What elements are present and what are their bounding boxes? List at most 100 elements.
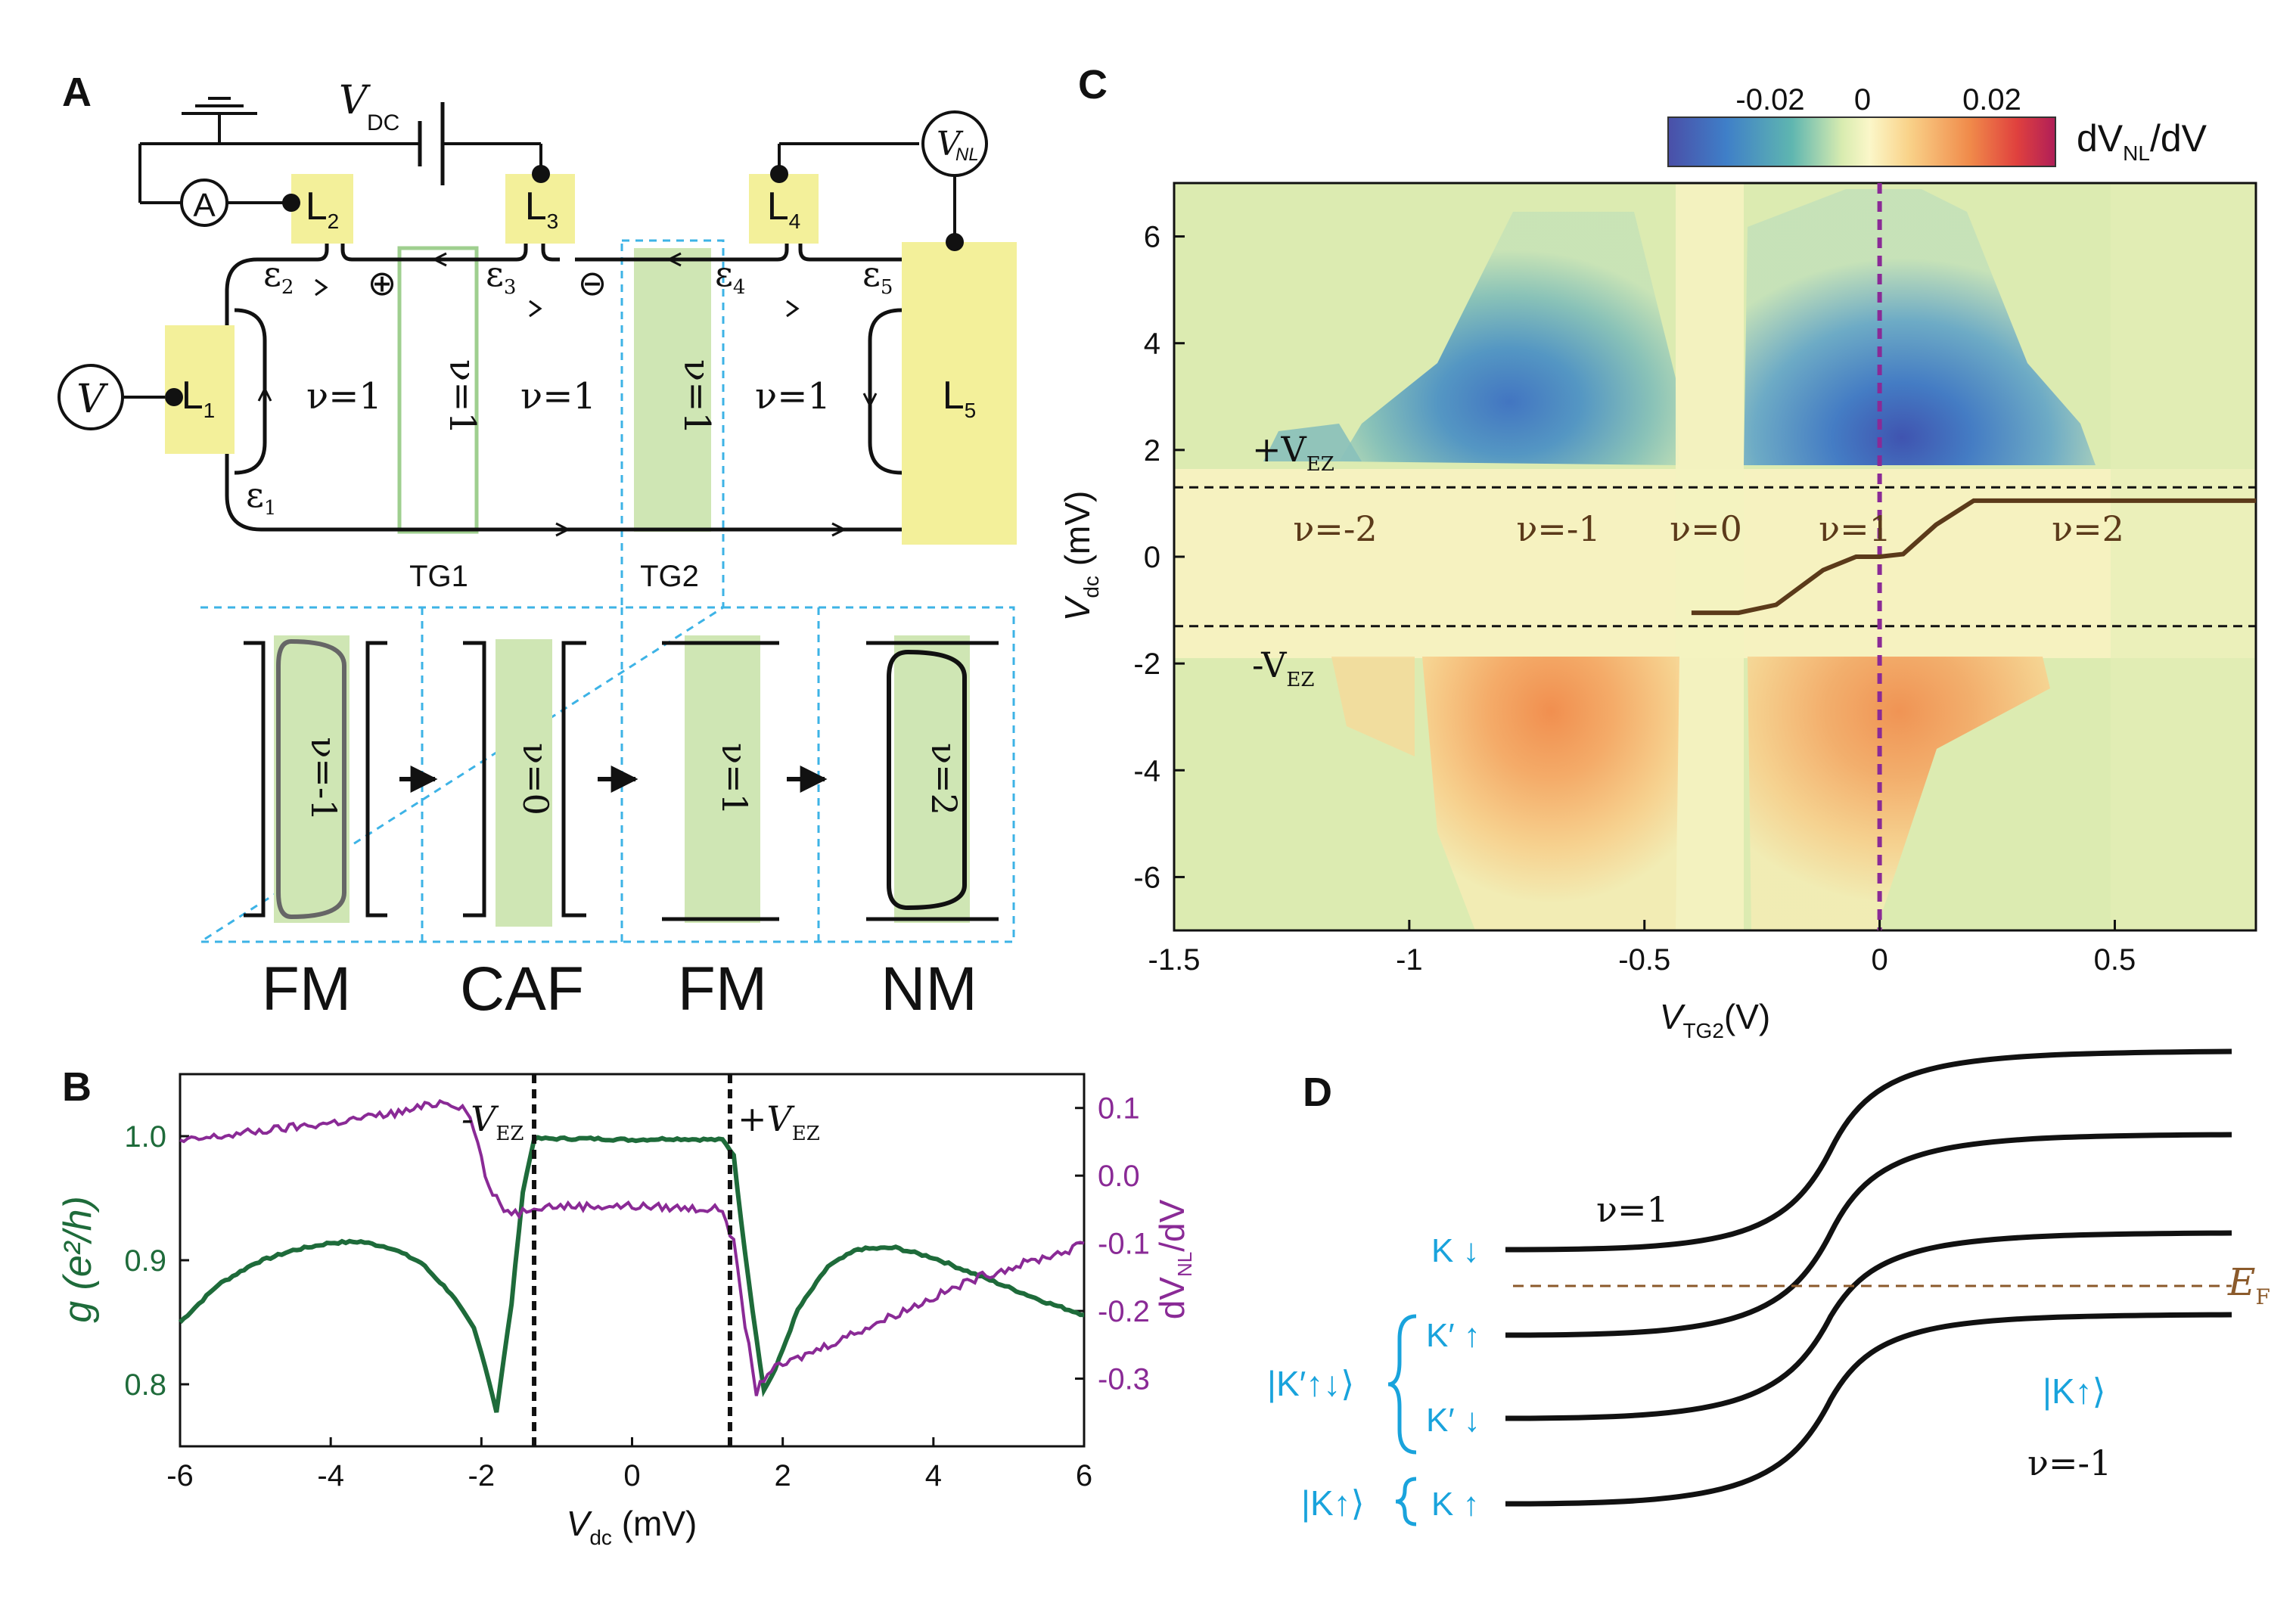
epsilon-2: ε2 [263, 253, 294, 299]
x-tick-label: 0 [623, 1459, 640, 1492]
x-tick-label: -2 [468, 1459, 496, 1492]
nu-region-3: ν=1 [755, 375, 831, 418]
tg1-strip [397, 246, 479, 534]
nu2-region [2111, 183, 2256, 930]
epsilon-3: ε3 [486, 253, 516, 299]
phase-nu-4: ν=2 [924, 743, 965, 815]
ket-label: |K′↑↓⟩ [1267, 1364, 1354, 1403]
lead-l5 [902, 242, 1017, 545]
panel-c-axes: -1.5 -1 -0.5 0 0.5 6 4 2 0 -2 -4 -6 [1133, 221, 2136, 977]
heatmap-nu-label: ν=2 [2052, 508, 2124, 549]
panel-d: D EF ν=1 ν=-1 K ↓ K′ ↑ K′ ↓ K ↑ |K′↑↓⟩ |… [1267, 1048, 2270, 1526]
blue-region [1744, 189, 2096, 465]
tg2-strip [634, 248, 711, 532]
colorbar [1667, 116, 2056, 167]
heatmap-nu-label: ν=-2 [1293, 508, 1377, 549]
x-tick-label: -0.5 [1618, 943, 1670, 977]
y-tick-label-left: 0.9 [124, 1244, 166, 1278]
minus-icon: ⊖ [578, 263, 607, 303]
heatmap [1174, 183, 2256, 930]
y-tick-label: -6 [1133, 861, 1160, 894]
heatmap-nu-label: ν=-1 [1516, 508, 1600, 549]
epsilon-4: ε4 [715, 253, 745, 299]
y-tick-label: -4 [1133, 754, 1160, 787]
ammeter-label: A [193, 187, 216, 224]
lead-l5-label: L5 [943, 374, 977, 422]
y-tick-label-right: -0.2 [1098, 1295, 1150, 1328]
x-tick-label: 4 [925, 1459, 942, 1492]
panel-c-xlabel: VTG2(V) [1660, 997, 1770, 1042]
step-trace [1691, 498, 2256, 616]
blue-region [1339, 212, 1679, 465]
nu-region-1: ν=1 [306, 375, 382, 418]
series-line [179, 1098, 1085, 1396]
lead-l3-label: L3 [525, 185, 559, 233]
colorbar-tick: 0 [1854, 83, 1871, 116]
tg2-highlight-box [620, 239, 725, 609]
voltage-source-label: V [76, 377, 108, 422]
y-tick-label-right: -0.1 [1098, 1228, 1150, 1261]
battery-icon [418, 102, 445, 185]
phase-diagram-caf: ν=0 [463, 639, 586, 927]
phase-label-1: FM [262, 955, 351, 1023]
level-label: K ↑ [1431, 1486, 1480, 1523]
edge-arrows [257, 252, 878, 537]
panel-a-letter: A [62, 70, 92, 115]
y-tick-label-right: 0.1 [1098, 1092, 1140, 1126]
x-tick-label: -1.5 [1148, 943, 1201, 977]
panel-a: A V DC [57, 70, 1017, 1023]
y-tick-label: 2 [1144, 434, 1160, 467]
y-tick-label-right: -0.3 [1098, 1363, 1150, 1396]
contact-dot [770, 165, 788, 183]
plus-vez-label: +VEZ [738, 1098, 820, 1145]
phase-label-4: NM [881, 955, 977, 1023]
level-label: K′ ↓ [1426, 1402, 1480, 1439]
panel-b-frame [179, 1073, 1086, 1448]
orange-region [1422, 657, 1679, 930]
panel-c-letter: C [1078, 62, 1108, 107]
plus-icon: ⊕ [368, 263, 397, 303]
panel-c: C -0.02 0 0.02 dVNL/dV -1.5 -1 -0.5 0 0.5 6 [1058, 62, 2257, 1042]
nu0-column [1676, 183, 1744, 930]
x-tick-label: 6 [1076, 1459, 1092, 1492]
x-tick-label: 0 [1871, 943, 1887, 977]
contact-dot [282, 194, 300, 212]
y-tick-label: 4 [1144, 328, 1160, 361]
orange-region [1331, 657, 1415, 756]
panel-b: B -6 -4 -2 0 2 4 60.80.91.00.10.0-0.1-0.2-0.3 … [56, 1064, 1196, 1549]
circuit-wires [121, 113, 956, 399]
panel-b-letter: B [62, 1064, 92, 1110]
lead-l2-label: L2 [306, 185, 340, 233]
nu-region-2: ν=1 [520, 375, 596, 418]
phase-nu-3: ν=1 [714, 743, 755, 815]
vdc-label: V [339, 78, 371, 123]
orange-region [1748, 657, 2050, 930]
lead-l4-label: L4 [767, 185, 801, 233]
y-tick-label-right: 0.0 [1098, 1160, 1140, 1193]
brace-icon [1395, 1477, 1417, 1526]
ket-label: |K↑⟩ [1301, 1483, 1365, 1523]
panel-b-ylabel-right: dVNL/dV [1152, 1199, 1196, 1319]
y-tick-label: 0 [1144, 541, 1160, 574]
energy-level-curves [1505, 1048, 2232, 1507]
y-tick-label-left: 1.0 [124, 1120, 166, 1154]
x-tick-label: -6 [166, 1459, 194, 1492]
nu-top-label: ν=1 [1596, 1189, 1669, 1230]
panel-c-ylabel: Vdc (mV) [1058, 491, 1103, 622]
epsilon-1: ε1 [246, 474, 276, 520]
phase-nu-2: ν=0 [515, 743, 556, 815]
ket-label-right: |K↑⟩ [2043, 1371, 2106, 1411]
tg1-label: TG1 [409, 560, 468, 593]
heatmap-nu-label: ν=1 [1819, 508, 1891, 549]
nu-bottom-label: ν=-1 [2027, 1443, 2111, 1483]
phase-label-2: CAF [460, 955, 584, 1023]
contact-dot [946, 233, 964, 251]
panel-d-letter: D [1303, 1070, 1332, 1115]
phase-diagram-fm2: ν=1 [662, 635, 779, 923]
vdc-sub: DC [367, 110, 399, 135]
colorbar-tick: -0.02 [1735, 83, 1804, 116]
x-tick-label: -1 [1396, 943, 1423, 977]
minus-vez-annotation: -VEZ [1252, 644, 1314, 691]
panel-b-xlabel: Vdc (mV) [567, 1504, 697, 1549]
